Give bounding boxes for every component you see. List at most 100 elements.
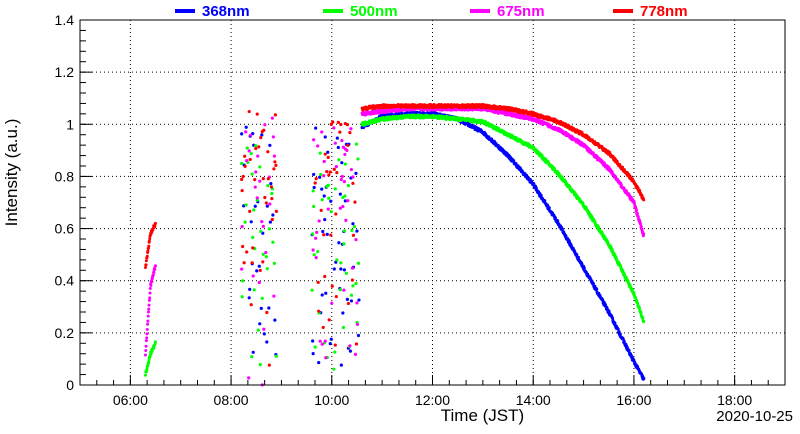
data-point [145, 328, 149, 332]
data-point [628, 283, 632, 287]
x-tick-label: 18:00 [717, 392, 752, 408]
legend-label: 368nm [202, 3, 250, 20]
data-point [335, 171, 339, 175]
y-axis-title: Intensity (a.u.) [2, 119, 21, 227]
data-point [632, 291, 636, 295]
data-point [270, 116, 274, 120]
data-point [244, 125, 248, 129]
data-point [265, 204, 269, 208]
data-point [258, 165, 262, 169]
data-point [311, 248, 315, 252]
data-point [249, 303, 253, 307]
data-point [326, 155, 330, 159]
data-point [314, 255, 318, 260]
data-point [245, 159, 249, 163]
data-point [244, 203, 248, 207]
data-point [258, 268, 262, 273]
data-point [249, 220, 253, 224]
data-point [339, 363, 343, 367]
data-point [258, 322, 262, 326]
y-tick-label: 1.4 [55, 12, 75, 28]
data-point [343, 194, 347, 198]
data-point [348, 349, 353, 353]
data-point [152, 346, 156, 350]
data-point [327, 318, 331, 322]
data-point [349, 127, 353, 131]
data-point [267, 363, 271, 367]
data-point [153, 224, 157, 228]
data-point [639, 222, 643, 226]
data-point [340, 138, 344, 143]
data-point [622, 272, 626, 276]
data-point [274, 354, 278, 358]
data-point [311, 352, 315, 356]
data-point [319, 208, 323, 212]
data-point [147, 298, 151, 302]
data-point [547, 206, 551, 210]
data-point [642, 376, 646, 380]
data-point [345, 123, 349, 127]
data-point [329, 199, 333, 203]
data-point [341, 204, 345, 209]
data-point [251, 235, 255, 240]
data-point [273, 318, 277, 322]
data-point [318, 339, 322, 343]
data-point [351, 233, 356, 237]
data-point [259, 229, 263, 234]
data-point [351, 181, 355, 185]
data-point [146, 310, 150, 314]
y-tick-label: 1.2 [55, 64, 75, 80]
data-point [240, 295, 244, 299]
data-point [146, 322, 150, 326]
data-point [619, 183, 623, 187]
data-point [268, 202, 272, 206]
data-point [335, 258, 339, 262]
data-point [329, 122, 333, 127]
data-point [349, 299, 354, 303]
data-point [356, 333, 361, 338]
data-point [534, 186, 538, 190]
data-point [349, 293, 354, 297]
data-point [543, 199, 547, 203]
data-point [326, 183, 330, 187]
data-point [314, 126, 318, 130]
data-point [323, 135, 327, 139]
x-tick-label: 06:00 [113, 392, 148, 408]
data-point [321, 229, 325, 234]
data-point [262, 332, 266, 336]
data-point [333, 350, 337, 354]
y-tick-label: 0.2 [55, 325, 75, 341]
data-point [146, 319, 150, 323]
data-point [532, 145, 536, 149]
data-point [266, 177, 270, 181]
data-point [271, 135, 275, 139]
data-point [247, 109, 251, 114]
data-point [146, 249, 150, 253]
data-point [317, 360, 321, 365]
data-point [241, 174, 245, 179]
data-point [148, 237, 152, 241]
data-point [267, 227, 271, 231]
data-point [260, 220, 264, 224]
data-point [342, 229, 346, 233]
data-point [314, 177, 318, 181]
data-point [146, 314, 150, 318]
data-point [243, 164, 247, 168]
data-point [272, 294, 276, 298]
data-point [338, 130, 342, 134]
data-point [261, 260, 265, 264]
data-point [240, 267, 244, 271]
data-point [257, 145, 261, 149]
data-point [243, 154, 247, 158]
data-point [318, 151, 322, 155]
data-point [264, 255, 268, 259]
data-point [316, 280, 320, 284]
data-point [316, 144, 320, 148]
data-point [617, 330, 621, 334]
data-point [248, 157, 252, 162]
data-point [642, 320, 646, 324]
data-point [639, 225, 643, 229]
data-point [251, 246, 255, 250]
data-point [252, 288, 256, 292]
